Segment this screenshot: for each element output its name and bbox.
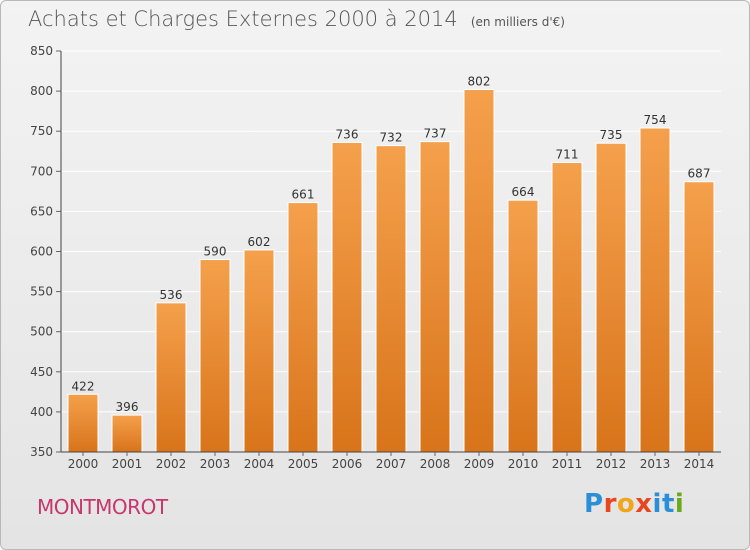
x-tick-label-2013: 2013 [640, 457, 671, 471]
bar-2011 [551, 161, 583, 453]
value-label-2013: 754 [644, 113, 667, 127]
x-tick-label-2012: 2012 [596, 457, 627, 471]
x-tick-label-2009: 2009 [464, 457, 495, 471]
bar-2006 [331, 141, 363, 453]
value-label-2005: 661 [292, 188, 315, 202]
y-tick-label: 350 [30, 445, 53, 459]
bar-2008 [419, 141, 451, 453]
chart-subtitle: (en milliers d'€) [470, 15, 565, 29]
y-tick-label: 650 [30, 204, 53, 218]
bar-2013 [639, 127, 671, 453]
bar-2012 [595, 142, 627, 453]
bar-2010 [507, 199, 539, 453]
x-tick-label-2001: 2001 [112, 457, 143, 471]
x-tick-label-2004: 2004 [244, 457, 275, 471]
logo-letter: x [635, 489, 653, 519]
value-label-2002: 536 [160, 288, 183, 302]
commune-name: MONTMOROT [37, 495, 168, 519]
bar-2005 [287, 202, 319, 453]
bar-2009 [463, 88, 495, 453]
logo-letter: t [661, 489, 675, 519]
x-tick-label-2005: 2005 [288, 457, 319, 471]
x-tick-label-2003: 2003 [200, 457, 231, 471]
y-tick-label: 500 [30, 325, 53, 339]
x-tick-label-2011: 2011 [552, 457, 583, 471]
chart-title: Achats et Charges Externes 2000 à 2014 [28, 7, 458, 31]
axes: 350 400 450 500 550 600 650 700 750 800 850 2000 200… [30, 44, 721, 471]
bars [67, 88, 715, 453]
value-label-2012: 735 [600, 128, 623, 142]
value-label-2004: 602 [248, 235, 271, 249]
logo-letter: o [616, 489, 636, 519]
value-label-2007: 732 [380, 131, 403, 145]
x-tick-label-2014: 2014 [684, 457, 715, 471]
bar-2002 [155, 302, 187, 453]
x-tick-label-2002: 2002 [156, 457, 187, 471]
logo-letter: i [652, 489, 662, 519]
data-labels: 422 396 536 590 602 661 736 732 737 802 664 711 735 7… [72, 74, 711, 414]
y-tick-label: 800 [30, 84, 53, 98]
y-tick-label: 750 [30, 124, 53, 138]
value-label-2008: 737 [424, 127, 447, 141]
y-tick-label: 850 [30, 44, 53, 58]
value-label-2014: 687 [688, 167, 711, 181]
x-tick-label-2010: 2010 [508, 457, 539, 471]
value-label-2011: 711 [556, 147, 579, 161]
value-label-2010: 664 [512, 185, 535, 199]
value-label-2006: 736 [336, 127, 359, 141]
bar-2004 [243, 249, 275, 453]
proxiti-logo[interactable]: Proxiti [584, 489, 684, 519]
title-row: Achats et Charges Externes 2000 à 2014 (… [28, 7, 565, 31]
bar-2000 [67, 393, 99, 453]
value-label-2001: 396 [116, 400, 139, 414]
logo-letter: P [584, 489, 604, 519]
bar-2003 [199, 259, 231, 453]
x-tick-label-2008: 2008 [420, 457, 451, 471]
logo-letter: i [674, 489, 685, 519]
y-tick-label: 550 [30, 285, 53, 299]
bar-2001 [111, 414, 143, 453]
y-tick-label: 400 [30, 405, 53, 419]
logo-letter: r [603, 489, 617, 519]
value-label-2003: 590 [204, 245, 227, 259]
value-label-2009: 802 [468, 74, 491, 88]
bar-2014 [683, 181, 715, 453]
y-tick-label: 700 [30, 164, 53, 178]
y-tick-label: 600 [30, 245, 53, 259]
x-tick-label-2000: 2000 [68, 457, 99, 471]
value-label-2000: 422 [72, 379, 95, 393]
x-tick-label-2007: 2007 [376, 457, 407, 471]
bar-2007 [375, 145, 407, 453]
y-tick-label: 450 [30, 365, 53, 379]
x-tick-label-2006: 2006 [332, 457, 363, 471]
